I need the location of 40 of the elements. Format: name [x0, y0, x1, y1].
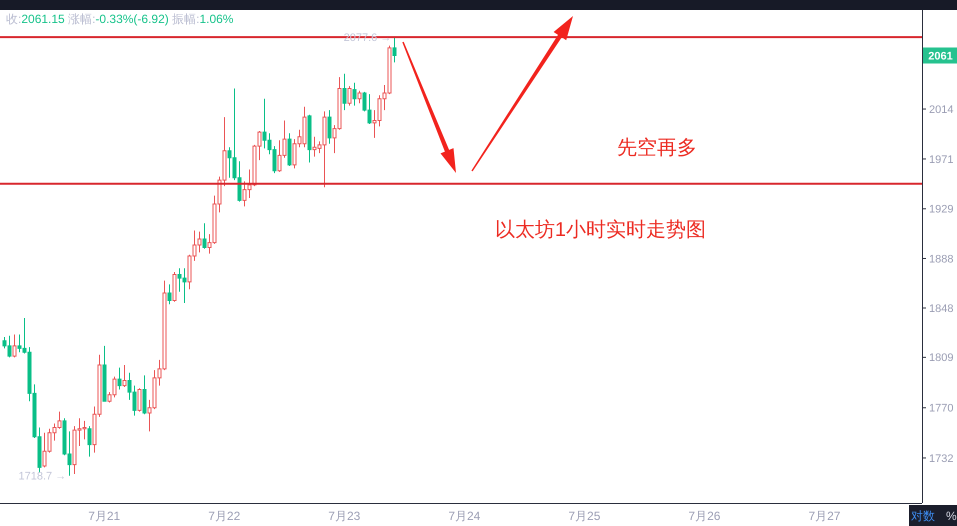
- x-tick-label: 7月24: [448, 509, 481, 523]
- y-tick-label: 1732: [929, 452, 954, 465]
- candlestick: [168, 284, 172, 305]
- candlestick: [172, 271, 176, 302]
- y-tick-label: 1848: [929, 302, 954, 315]
- y-tick-label: 1770: [929, 402, 954, 415]
- candlestick: [328, 110, 332, 144]
- chart-subtitle: 收:2061.15 涨幅:-0.33%(-6.92) 振幅:1.06%: [6, 12, 234, 26]
- x-tick-label: 7月21: [88, 509, 121, 523]
- text: 以太坊1小时实时走势图: [494, 219, 706, 241]
- x-tick-label: 7月25: [568, 509, 601, 523]
- candlestick: [202, 222, 206, 250]
- candlestick: [288, 132, 292, 167]
- candlestick: [392, 36, 396, 63]
- annotation: 2061: [928, 50, 953, 62]
- candlestick: [88, 426, 92, 458]
- candlestick: [352, 82, 356, 106]
- x-tick-label: 7月23: [328, 509, 361, 523]
- annotation: 先空再多: [617, 137, 697, 159]
- y-tick-label: 2014: [929, 104, 954, 116]
- candlestick: [118, 367, 122, 390]
- candlestick: [358, 90, 362, 104]
- x-tick-label: 7月26: [688, 509, 721, 523]
- candlestick: [102, 345, 106, 402]
- x-tick-label: 7月22: [208, 509, 241, 523]
- candlestick: [122, 364, 126, 388]
- y-tick-label: 1971: [929, 154, 954, 166]
- text: 对数: [911, 509, 935, 523]
- y-tick-label: 1888: [929, 253, 954, 266]
- x-tick-label: 7月27: [808, 509, 841, 523]
- candlestick: [138, 388, 142, 412]
- y-tick-label: 1809: [929, 352, 954, 364]
- text: %: [946, 509, 957, 523]
- candlestick: [342, 73, 346, 111]
- candlestick: [12, 334, 16, 358]
- y-tick-label: 1929: [929, 204, 954, 216]
- candlestick: [142, 374, 146, 415]
- candlestick: [308, 114, 312, 163]
- candlestick: [348, 86, 352, 106]
- annotation: 1718.7 →: [18, 470, 66, 483]
